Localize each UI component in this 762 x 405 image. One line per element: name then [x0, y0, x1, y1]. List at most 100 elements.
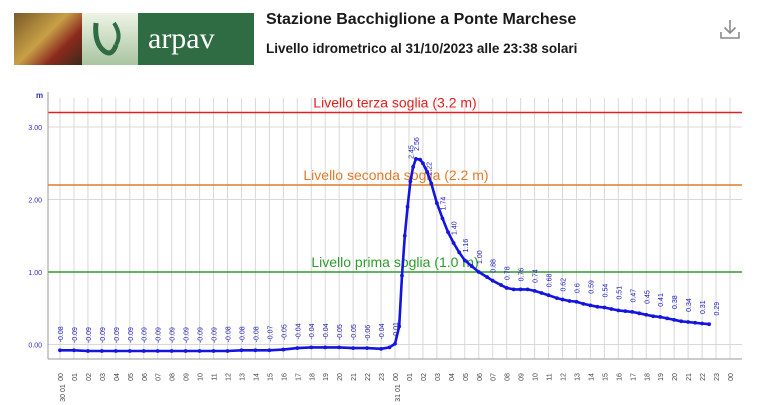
- data-point: [425, 170, 430, 174]
- x-tick-label: 16: [616, 373, 623, 381]
- x-tick-label: 22: [365, 373, 372, 381]
- data-label: 0.38: [672, 295, 679, 309]
- data-label: 2.22: [427, 162, 434, 176]
- arpav-logo: arpav: [14, 13, 254, 65]
- x-tick-label: 05: [128, 373, 135, 381]
- data-label: -0.09: [142, 327, 149, 343]
- data-point: [679, 319, 684, 324]
- data-point: [169, 349, 174, 353]
- data-label: 0.45: [644, 290, 651, 304]
- data-point: [457, 250, 462, 255]
- data-label: 0.68: [547, 273, 554, 287]
- x-tick-label: 13: [239, 373, 246, 381]
- data-point: [295, 346, 300, 351]
- data-point: [400, 273, 404, 278]
- data-point: [644, 312, 649, 317]
- data-label: 1.40: [452, 221, 459, 235]
- data-point: [511, 287, 516, 292]
- x-tick-label: 13: [574, 373, 581, 381]
- x-tick-label: 17: [630, 373, 637, 381]
- data-label: -0.09: [198, 327, 205, 343]
- data-point: [476, 270, 481, 274]
- y-tick-label: 2.00: [28, 198, 42, 205]
- data-label: 1.00: [477, 250, 484, 264]
- data-point: [281, 347, 286, 352]
- data-label: 0.78: [505, 266, 512, 280]
- x-tick-label: 00: [58, 373, 65, 381]
- threshold-label: Livello seconda soglia (2.2 m): [303, 167, 488, 183]
- data-label: -0.09: [170, 327, 177, 343]
- y-tick-label: 1.00: [28, 270, 42, 277]
- data-labels: -0.08 -0.09 -0.09 -0.09 -0.09 -0.09 -0.09 -0.09…: [58, 137, 721, 343]
- data-point: [567, 299, 572, 303]
- data-label: -0.09: [86, 327, 93, 343]
- x-tick-label: 09: [184, 373, 191, 381]
- data-label: 0.34: [686, 298, 693, 312]
- x-tick-label: 02: [421, 373, 428, 381]
- y-tick-label: 0.00: [28, 343, 42, 350]
- data-point: [141, 349, 146, 353]
- data-point: [127, 349, 132, 353]
- x-tick-label: 19: [323, 373, 330, 381]
- data-point: [665, 316, 670, 321]
- x-tick-label: 01: [72, 373, 79, 381]
- x-tick-label: 17: [295, 373, 302, 381]
- data-label: -0.08: [239, 326, 246, 342]
- data-point: [525, 287, 530, 292]
- data-label: 2.56: [414, 137, 421, 151]
- header: arpav Stazione Bacchiglione a Ponte Marc…: [0, 0, 762, 78]
- data-label: -0.08: [253, 326, 260, 342]
- data-point: [446, 230, 450, 235]
- x-tick-label: 11: [212, 373, 219, 380]
- x-tick-label: 21: [686, 373, 693, 381]
- data-point: [408, 179, 413, 184]
- data-label: -0.05: [281, 324, 288, 340]
- data-label: 0.47: [630, 289, 637, 303]
- data-point: [658, 315, 663, 319]
- download-button[interactable]: [717, 16, 743, 42]
- data-point: [693, 320, 698, 325]
- data-point: [183, 349, 188, 353]
- data-label: 0.29: [714, 302, 721, 316]
- data-point: [637, 311, 642, 316]
- data-point: [490, 278, 495, 283]
- data-point: [414, 157, 418, 161]
- data-point: [539, 291, 544, 295]
- data-point: [707, 322, 711, 327]
- data-label: 0.54: [602, 284, 609, 298]
- data-label: -0.05: [337, 324, 344, 340]
- x-tick-label: 22: [700, 373, 707, 381]
- x-tick-label: 04: [449, 373, 456, 381]
- threshold-label: Livello terza soglia (3.2 m): [313, 95, 476, 111]
- lion-seal-icon: [14, 13, 82, 65]
- data-point: [387, 345, 392, 350]
- data-point: [365, 346, 369, 351]
- data-point: [211, 349, 216, 353]
- x-tick-label: 06: [142, 373, 149, 381]
- x-tick-label: 23: [714, 373, 721, 381]
- data-point: [616, 308, 621, 313]
- data-point: [155, 349, 160, 353]
- x-tick-label: 09: [519, 373, 526, 381]
- water-level-series: [58, 157, 711, 353]
- data-point: [462, 258, 467, 263]
- x-tick-label: 08: [170, 373, 177, 381]
- data-label: 0.59: [588, 280, 595, 294]
- data-point: [686, 320, 691, 324]
- data-point: [700, 321, 704, 326]
- data-label: -0.06: [365, 325, 372, 341]
- wave-mark-graphic: [93, 21, 121, 56]
- x-tick-label: 14: [588, 373, 595, 381]
- data-point: [560, 297, 565, 302]
- data-point: [267, 348, 272, 353]
- x-date-label: 31 01: [395, 384, 402, 402]
- data-label: 0.88: [491, 259, 498, 273]
- data-label: 0.41: [658, 293, 665, 307]
- wave-mark-icon: [82, 13, 138, 65]
- x-tick-label: 20: [672, 373, 679, 381]
- data-label: -0.07: [267, 326, 274, 342]
- data-point: [337, 345, 342, 350]
- data-label: 2.45: [408, 145, 415, 159]
- data-point: [574, 299, 579, 304]
- x-tick-label: 15: [602, 373, 609, 381]
